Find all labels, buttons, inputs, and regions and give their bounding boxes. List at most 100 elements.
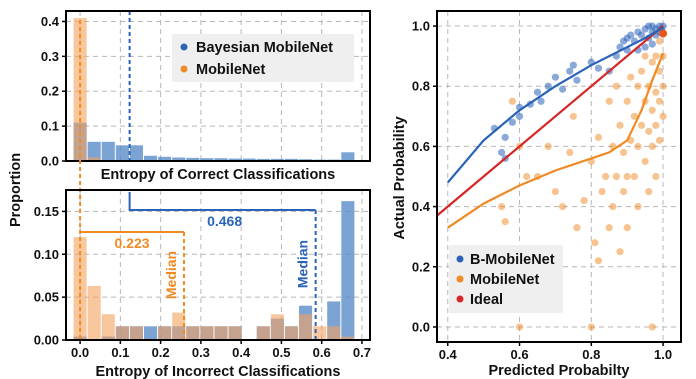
calibration-panel: 0.4 0.6 0.8 1.0 0.0 0.2 0.4 0.6 0.8 1.0 B-MobileN…: [392, 10, 682, 379]
mobilenet-point: [544, 142, 552, 151]
y-tick-label: 0.3: [41, 49, 59, 64]
b-mobilenet-point: [566, 67, 574, 75]
mobilenet-bar: [200, 326, 214, 340]
bayes-median-value: 0.468: [207, 213, 242, 229]
bayes-bar: [186, 157, 200, 161]
mobilenet-point: [652, 52, 660, 60]
mobilenet-point: [637, 67, 646, 75]
b-mobilenet-point: [594, 64, 603, 72]
y-tick-label: 0.8: [412, 79, 430, 94]
x-tick-label: 0.3: [192, 345, 210, 360]
bayes-bar: [158, 156, 172, 161]
x-tick-label: 0.5: [272, 345, 290, 360]
legend-marker-b-mobilenet: [456, 255, 464, 263]
mobilenet-bar: [299, 314, 313, 340]
mobilenet-point: [659, 82, 667, 90]
y-tick-label: 1.0: [412, 19, 430, 34]
mobilenet-bar: [115, 326, 129, 340]
calibration-legend: B-MobileNet MobileNet Ideal: [449, 245, 563, 313]
bayes-bar: [341, 201, 355, 340]
mobilenet-point: [501, 218, 509, 226]
mobilenet-point: [508, 97, 516, 105]
y-tick-label: 0.4: [41, 14, 60, 29]
b-mobilenet-point: [508, 118, 516, 126]
y-tick-label: 0.2: [412, 259, 430, 274]
mobilenet-bar: [327, 326, 341, 340]
x-tick-label: 1.0: [654, 347, 672, 362]
bayes-bar: [87, 141, 101, 161]
legend-box: [172, 34, 354, 82]
mobilenet-point: [609, 202, 617, 211]
mobilenet-point: [623, 172, 631, 181]
mobilenet-bar: [73, 17, 87, 161]
y-tick-label: 0.00: [34, 333, 59, 348]
mobilenet-bar: [341, 336, 355, 340]
y-tick-label: 0.15: [34, 204, 59, 219]
b-mobilenet-point: [544, 82, 552, 90]
mobilenet-point: [594, 133, 603, 141]
correct-histogram-bars: [73, 17, 355, 161]
mobilenet-bar: [214, 326, 228, 340]
mobilenet-point: [580, 196, 588, 205]
calibration-ticks: 0.4 0.6 0.8 1.0 0.0 0.2 0.4 0.6 0.8 1.0: [412, 19, 672, 362]
bayes-bar: [115, 145, 129, 161]
calibration-y-label: Actual Probability: [392, 116, 408, 239]
y-tick-label: 0.2: [41, 84, 59, 99]
mobilenet-point: [558, 202, 567, 211]
mobilenet-point: [648, 58, 656, 66]
mobilenet-point: [655, 97, 664, 105]
bayes-bar: [256, 158, 270, 161]
bayes-bar: [242, 158, 256, 161]
correct-histogram-grid: [66, 11, 370, 162]
incorrect-histogram-panel: 0.223 0.468 Median Median 0.00 0.05 0.10 0.…: [34, 20, 371, 379]
mobilenet-point: [605, 224, 613, 232]
legend-label-b-mobilenet: B-MobileNet: [470, 252, 555, 268]
mobilenet-point: [573, 224, 581, 232]
correct-histogram-panel: 0.0 0.1 0.2 0.3 0.4 Bayesian MobileNet Mobil…: [41, 10, 371, 183]
mobilenet-point: [648, 323, 656, 331]
mobilenet-bar: [186, 326, 200, 340]
legend-box: [449, 245, 563, 313]
incorrect-histogram-frame: [65, 189, 371, 341]
mobilenet-bar: [256, 326, 270, 340]
mobilenet-point: [623, 97, 631, 105]
b-mobilenet-point: [558, 85, 567, 93]
mobilenet-bar: [129, 326, 144, 340]
mobilenet-point: [523, 172, 531, 181]
b-mobilenet-point: [627, 31, 635, 39]
calibration-curves: [437, 25, 665, 229]
mobilenet-point: [659, 112, 667, 120]
mobilenet-point: [645, 187, 653, 196]
b-mobilenet-point: [533, 88, 542, 96]
mobilenet-bar: [101, 314, 115, 340]
mobilenet-point: [652, 172, 660, 181]
legend-label-ideal: Ideal: [470, 292, 503, 308]
legend-label-mobilenet: MobileNet: [470, 272, 539, 288]
mobilenet-median-value: 0.223: [115, 235, 150, 251]
median-annotations: 0.223 0.468 Median Median: [79, 20, 317, 340]
legend-marker-mobilenet: [180, 65, 188, 73]
mobilenet-point: [634, 82, 642, 90]
x-tick-label: 0.4: [232, 345, 251, 360]
mobilenet-point: [569, 112, 577, 120]
incorrect-histogram-x-label: Entropy of Incorrect Classifications: [96, 364, 341, 379]
b-mobilenet-point: [551, 73, 560, 81]
bayes-bar: [129, 145, 144, 161]
b-mobilenet-point: [637, 31, 646, 39]
x-tick-label: 0.0: [71, 345, 89, 360]
x-tick-label: 0.1: [111, 345, 129, 360]
b-mobilenet-point: [569, 61, 577, 69]
x-tick-label: 0.4: [439, 347, 458, 362]
y-tick-label: 0.0: [412, 319, 430, 334]
calibration-x-label: Predicted Probabilty: [488, 363, 629, 379]
mobilenet-bar: [87, 286, 101, 340]
mobilenet-point: [616, 121, 624, 129]
mobilenet-point: [648, 106, 656, 114]
mobilenet-point: [641, 52, 649, 60]
mobilenet-point: [655, 136, 664, 144]
bayes-bar: [228, 158, 242, 161]
correct-histogram-y-ticks: 0.0 0.1 0.2 0.3 0.4: [41, 14, 66, 169]
mobilenet-point: [652, 88, 660, 96]
correct-histogram-legend: Bayesian MobileNet MobileNet: [172, 34, 354, 82]
